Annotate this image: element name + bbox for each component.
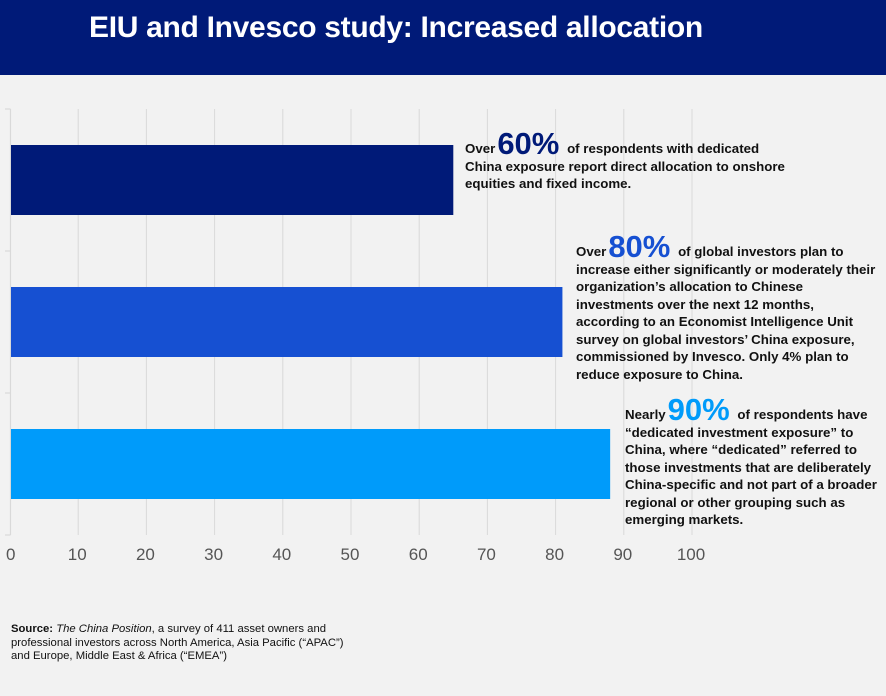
- callout-first-line: of global investors plan to: [678, 244, 844, 259]
- x-tick-label: 0: [6, 545, 15, 564]
- callout-90: Nearly90% of respondents have “dedicated…: [625, 394, 883, 529]
- x-tick-label: 20: [136, 545, 155, 564]
- page-title: EIU and Invesco study: Increased allocat…: [89, 11, 703, 44]
- bars: [11, 145, 611, 499]
- source-title: The China Position: [56, 623, 152, 635]
- x-tick-label: 80: [545, 545, 564, 564]
- x-tick-label: 50: [341, 545, 360, 564]
- source-label: Source:: [11, 623, 54, 635]
- callout-body: China exposure report direct allocation …: [465, 158, 785, 192]
- callout-percent: 90%: [667, 392, 730, 427]
- callout-lead: Over: [576, 244, 607, 259]
- source-text: , a survey of 411 asset owners and profe…: [11, 623, 344, 662]
- callout-first-line: of respondents with dedicated: [567, 141, 760, 156]
- header-banner: EIU and Invesco study: Increased allocat…: [0, 0, 886, 75]
- callout-body: “dedicated investment exposure” to China…: [625, 424, 877, 528]
- bar-chart: 0 10 20 30 40 50 60 70 80 90 100: [5, 108, 705, 564]
- bar-90-percent: [11, 429, 611, 499]
- x-tick-label: 10: [68, 545, 87, 564]
- callout-first-line: of respondents have: [737, 407, 868, 422]
- bar-60-percent: [11, 145, 454, 215]
- callout-percent: 60%: [497, 126, 560, 161]
- callout-percent: 80%: [608, 229, 671, 264]
- callout-60: Over60% of respondents with dedicated Ch…: [465, 128, 795, 193]
- callout-80: Over80% of global investors plan to incr…: [576, 231, 876, 383]
- source-note: Source: The China Position, a survey of …: [11, 623, 356, 664]
- x-tick-labels: 0 10 20 30 40 50 60 70 80 90 100: [6, 545, 705, 564]
- callout-body: increase either significantly or moderat…: [576, 261, 876, 382]
- x-tick-label: 70: [477, 545, 496, 564]
- x-tick-label: 90: [613, 545, 632, 564]
- bar-80-percent: [11, 287, 563, 357]
- x-tick-label: 100: [677, 545, 705, 564]
- y-axis: [5, 108, 12, 536]
- x-tick-label: 60: [409, 545, 428, 564]
- callout-lead: Over: [465, 141, 496, 156]
- x-tick-label: 40: [272, 545, 291, 564]
- x-tick-label: 30: [204, 545, 223, 564]
- callout-lead: Nearly: [625, 407, 666, 422]
